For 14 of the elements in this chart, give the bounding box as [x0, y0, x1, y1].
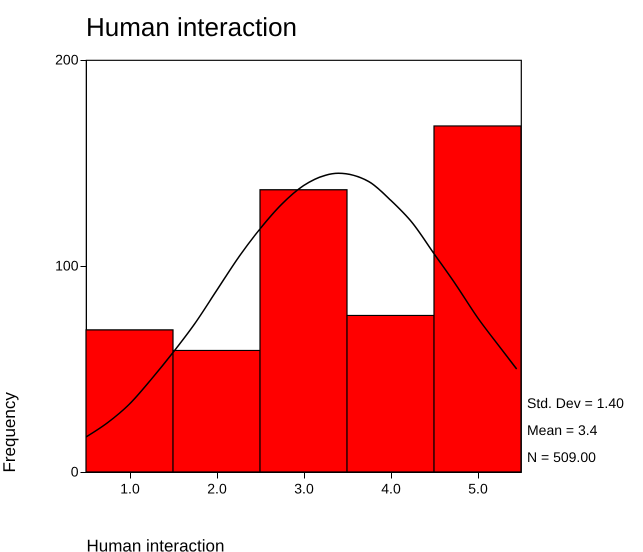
text: Std. Dev = 1.40 — [527, 395, 624, 411]
x-tick-label: 3.0 — [294, 480, 314, 496]
x-tick-label: 4.0 — [381, 480, 401, 496]
y-tick-label: 100 — [55, 258, 79, 274]
x-tick-label: 2.0 — [207, 480, 227, 496]
y-axis-title: Frequency — [0, 392, 20, 472]
text: N = 509.00 — [527, 449, 596, 465]
x-axis-title: Human interaction — [86, 536, 224, 552]
x-tick-label: 1.0 — [120, 480, 140, 496]
text: Mean = 3.4 — [527, 422, 598, 438]
y-tick-label: 0 — [70, 464, 79, 480]
chart-title: Human interaction — [86, 12, 297, 42]
x-tick-label: 5.0 — [468, 480, 488, 496]
y-tick-label: 200 — [55, 52, 79, 68]
